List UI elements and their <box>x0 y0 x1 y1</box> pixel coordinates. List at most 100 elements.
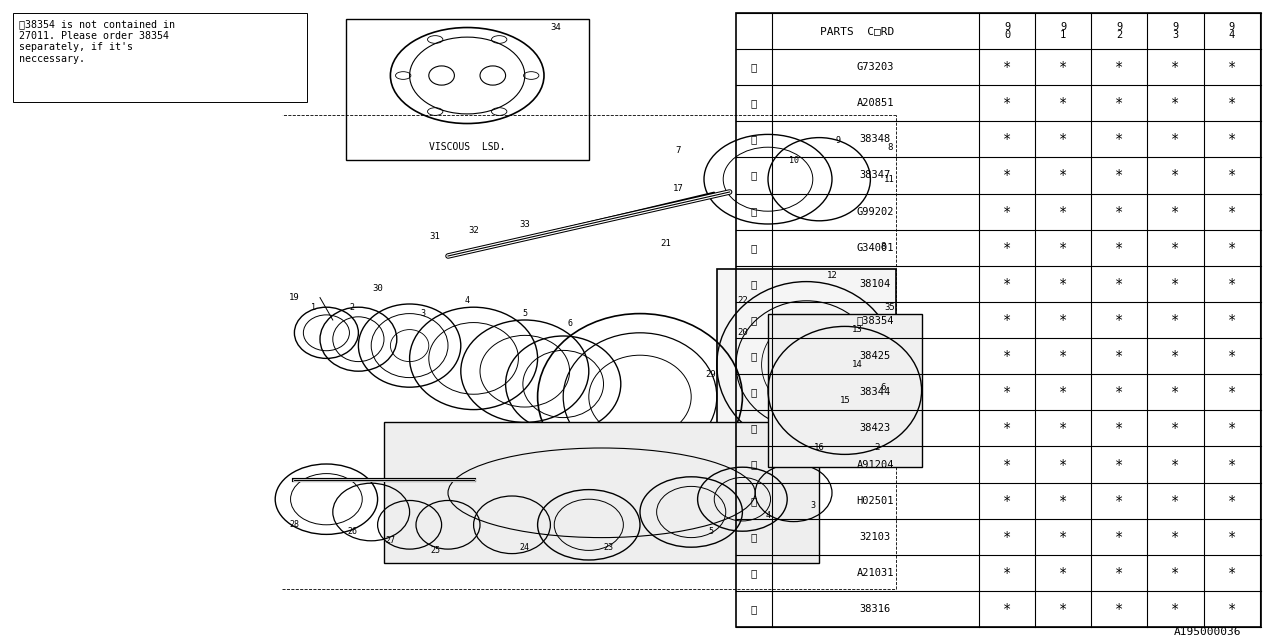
Text: ⑪: ⑪ <box>750 424 756 433</box>
Text: *: * <box>1171 566 1180 580</box>
Text: *: * <box>1228 602 1236 616</box>
Text: *: * <box>1115 602 1124 616</box>
Text: 2: 2 <box>349 303 355 312</box>
Text: *: * <box>1059 277 1068 291</box>
Text: *: * <box>1171 458 1180 472</box>
Text: 6: 6 <box>881 383 886 392</box>
Text: 8: 8 <box>881 242 886 251</box>
Bar <box>13 13 307 102</box>
Text: 21: 21 <box>660 239 671 248</box>
Text: *: * <box>1002 313 1011 327</box>
Text: *: * <box>1115 313 1124 327</box>
Text: 2: 2 <box>1116 30 1123 40</box>
Text: *: * <box>1002 602 1011 616</box>
Text: ②: ② <box>750 98 756 108</box>
Text: *: * <box>1059 205 1068 219</box>
Bar <box>768 314 922 467</box>
Text: *: * <box>1002 277 1011 291</box>
Text: *: * <box>1059 96 1068 110</box>
Text: *: * <box>1171 385 1180 399</box>
Text: *: * <box>1115 349 1124 363</box>
Text: 32103: 32103 <box>860 532 891 542</box>
Text: 31: 31 <box>430 232 440 241</box>
Text: *: * <box>1002 241 1011 255</box>
Text: 22: 22 <box>737 296 748 305</box>
Text: 10: 10 <box>788 156 799 164</box>
Text: *: * <box>1228 96 1236 110</box>
Text: 9: 9 <box>1060 22 1066 31</box>
Text: G34001: G34001 <box>856 243 895 253</box>
Text: 35: 35 <box>884 303 895 312</box>
Text: *: * <box>1002 566 1011 580</box>
Text: *: * <box>1115 60 1124 74</box>
Text: *: * <box>1171 602 1180 616</box>
Text: *: * <box>1059 60 1068 74</box>
Text: 4: 4 <box>765 511 771 520</box>
Text: *: * <box>1115 421 1124 435</box>
Text: 32: 32 <box>468 226 479 235</box>
Text: *: * <box>1002 421 1011 435</box>
Text: 0: 0 <box>1004 30 1010 40</box>
Text: 11: 11 <box>884 175 895 184</box>
Text: 4: 4 <box>1229 30 1235 40</box>
Text: *: * <box>1228 421 1236 435</box>
Text: *: * <box>1002 96 1011 110</box>
Text: *: * <box>1002 530 1011 544</box>
Text: 17: 17 <box>673 184 684 193</box>
Text: 29: 29 <box>705 370 716 379</box>
Text: 34: 34 <box>550 23 561 32</box>
Text: *: * <box>1002 60 1011 74</box>
Text: 12: 12 <box>827 271 837 280</box>
Text: ※38354 is not contained in
27011. Please order 38354
separately, if it's
neccess: ※38354 is not contained in 27011. Please… <box>19 19 175 64</box>
Text: *: * <box>1002 205 1011 219</box>
Text: 28: 28 <box>289 520 300 529</box>
Text: 20: 20 <box>737 328 748 337</box>
Text: VISCOUS  LSD.: VISCOUS LSD. <box>429 142 506 152</box>
Text: *: * <box>1059 458 1068 472</box>
Text: *: * <box>1115 385 1124 399</box>
Text: *: * <box>1002 349 1011 363</box>
Text: ⑦: ⑦ <box>750 279 756 289</box>
Text: ⑯: ⑯ <box>750 604 756 614</box>
Text: 9: 9 <box>836 136 841 145</box>
Text: 33: 33 <box>520 220 530 228</box>
Text: *: * <box>1115 277 1124 291</box>
Text: ⑩: ⑩ <box>750 387 756 397</box>
Text: 13: 13 <box>852 325 863 334</box>
Text: *: * <box>1228 530 1236 544</box>
Text: *: * <box>1228 493 1236 508</box>
Text: A20851: A20851 <box>856 98 895 108</box>
Text: A91204: A91204 <box>856 460 895 470</box>
Text: *: * <box>1059 168 1068 182</box>
Text: *: * <box>1115 493 1124 508</box>
Text: *: * <box>1059 421 1068 435</box>
Text: G73203: G73203 <box>856 62 895 72</box>
Text: 30: 30 <box>372 284 383 292</box>
Text: 9: 9 <box>1172 22 1179 31</box>
Bar <box>384 422 819 563</box>
Text: *: * <box>1228 458 1236 472</box>
Bar <box>736 13 1261 627</box>
Text: *: * <box>1115 530 1124 544</box>
Text: ⑫: ⑫ <box>750 460 756 470</box>
Text: *: * <box>1171 241 1180 255</box>
Text: ⑬: ⑬ <box>750 496 756 506</box>
Text: G99202: G99202 <box>856 207 895 216</box>
Text: 3: 3 <box>1172 30 1179 40</box>
Text: *: * <box>1171 530 1180 544</box>
Text: A21031: A21031 <box>856 568 895 578</box>
Text: *: * <box>1002 493 1011 508</box>
Text: *: * <box>1171 349 1180 363</box>
Text: 38425: 38425 <box>860 351 891 361</box>
Text: 23: 23 <box>603 543 613 552</box>
Text: A195000036: A195000036 <box>1174 627 1242 637</box>
Bar <box>346 19 589 160</box>
Text: *: * <box>1002 132 1011 147</box>
Text: *: * <box>1059 241 1068 255</box>
Text: ①: ① <box>750 62 756 72</box>
Text: 1: 1 <box>1060 30 1066 40</box>
Text: *: * <box>1228 277 1236 291</box>
Text: *: * <box>1115 168 1124 182</box>
Text: 27: 27 <box>385 536 396 545</box>
Text: 25: 25 <box>430 546 440 555</box>
